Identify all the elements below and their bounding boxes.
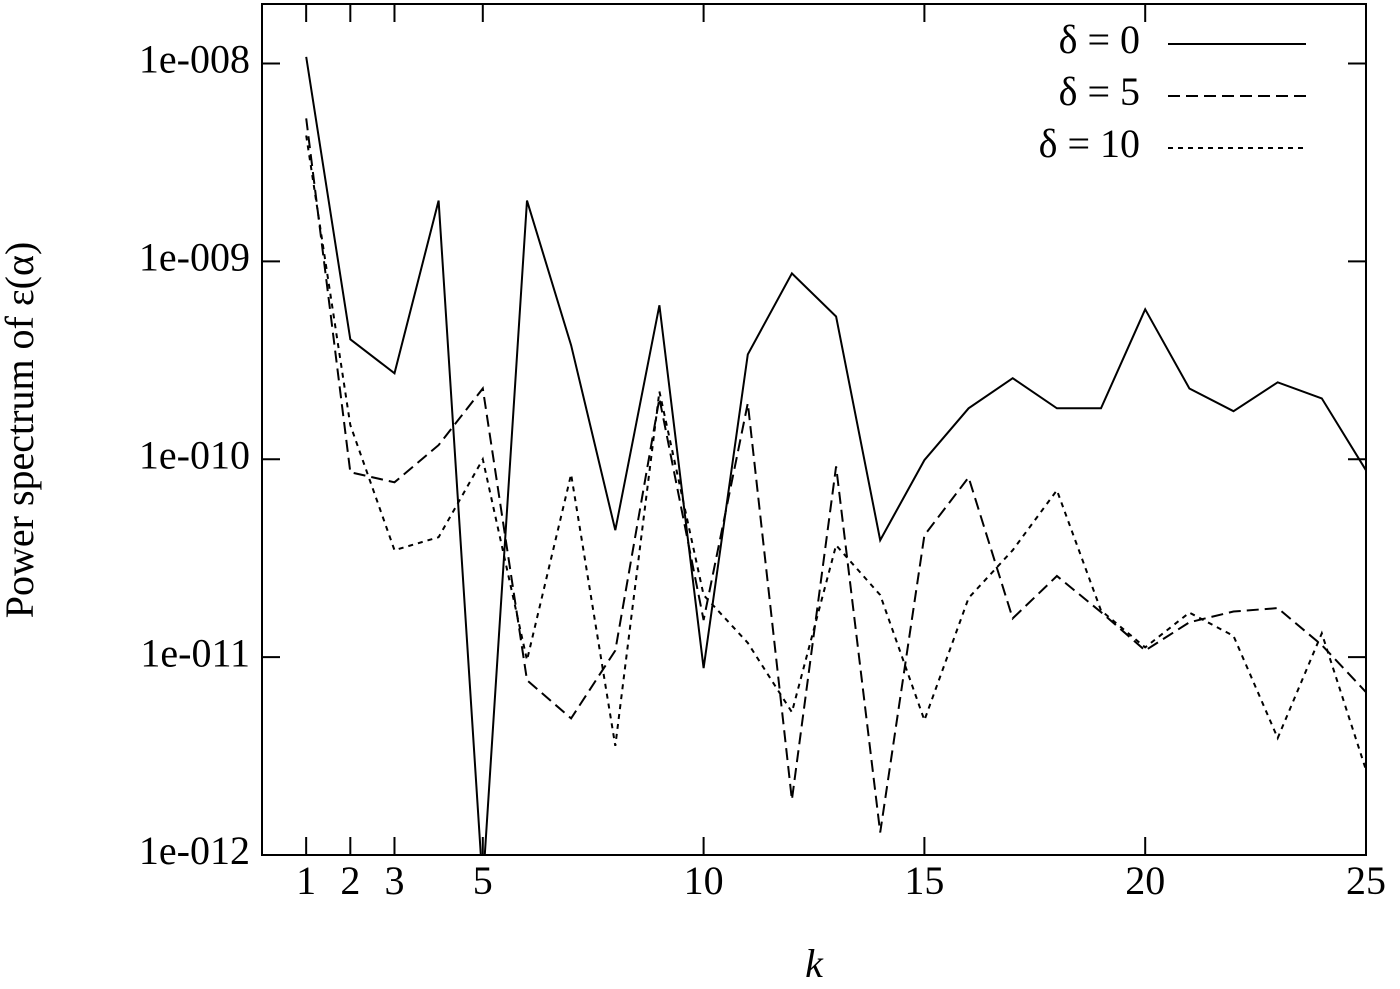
x-tick-label: 15 xyxy=(904,858,944,903)
x-tick-label: 10 xyxy=(684,858,724,903)
x-tick-label: 2 xyxy=(340,858,360,903)
x-tick-label: 5 xyxy=(473,858,493,903)
series-line xyxy=(305,135,1366,771)
y-tick-label: 1e-010 xyxy=(139,432,250,477)
y-tick-label: 1e-008 xyxy=(139,37,250,82)
y-tick-label: 1e-012 xyxy=(139,828,250,873)
x-tick-label: 25 xyxy=(1346,858,1386,903)
x-tick-label: 3 xyxy=(384,858,404,903)
series-layer xyxy=(305,56,1366,855)
legend-label: δ = 5 xyxy=(1059,69,1140,114)
legend-label: δ = 10 xyxy=(1039,121,1140,166)
y-tick-label: 1e-009 xyxy=(139,235,250,280)
x-axis-label: k xyxy=(805,941,824,986)
x-tick-label: 20 xyxy=(1125,858,1165,903)
series-line xyxy=(305,56,1366,855)
x-tick-label: 1 xyxy=(296,858,316,903)
legend-label: δ = 0 xyxy=(1059,17,1140,62)
y-axis-label: Power spectrum of ε(α) xyxy=(0,242,42,619)
plot-border xyxy=(261,3,1367,856)
y-tick-label: 1e-011 xyxy=(140,630,250,675)
series-line xyxy=(305,118,1366,833)
